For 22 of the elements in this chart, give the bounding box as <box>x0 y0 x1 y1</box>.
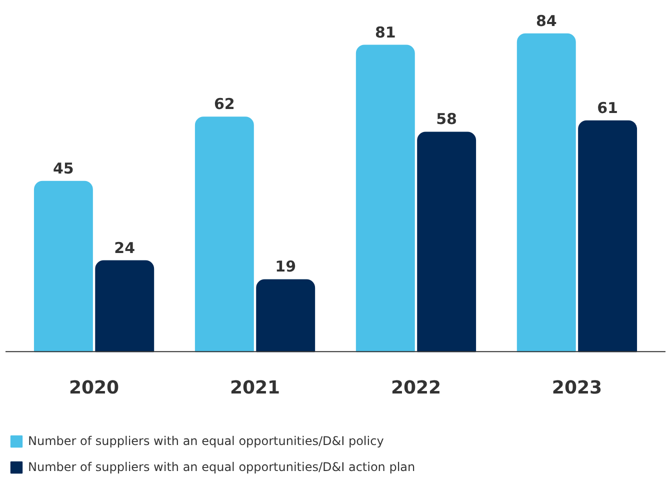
x-tick-label: 2022 <box>390 378 442 399</box>
data-label: 24 <box>114 238 136 257</box>
bar <box>194 116 254 352</box>
x-tick-label: 2023 <box>552 378 602 399</box>
x-tick-label: 2021 <box>230 378 280 399</box>
data-label: 61 <box>597 98 618 117</box>
x-tick-label: 2020 <box>68 378 120 399</box>
data-label: 62 <box>214 95 235 114</box>
bar <box>578 120 638 352</box>
bar <box>516 33 576 352</box>
data-label: 81 <box>374 23 396 42</box>
data-label: 84 <box>536 12 557 30</box>
bar <box>95 260 154 352</box>
bar <box>34 180 93 352</box>
bar <box>356 44 415 352</box>
data-label: 58 <box>436 110 458 128</box>
data-label: 45 <box>53 159 74 178</box>
legend-label: Number of suppliers with an equal opportunities/D&I action plan <box>28 460 416 474</box>
bar <box>417 132 476 352</box>
data-label: 19 <box>275 258 296 276</box>
legend-label: Number of suppliers with an equal opportunities/D&I policy <box>28 434 384 448</box>
bar <box>256 279 316 352</box>
